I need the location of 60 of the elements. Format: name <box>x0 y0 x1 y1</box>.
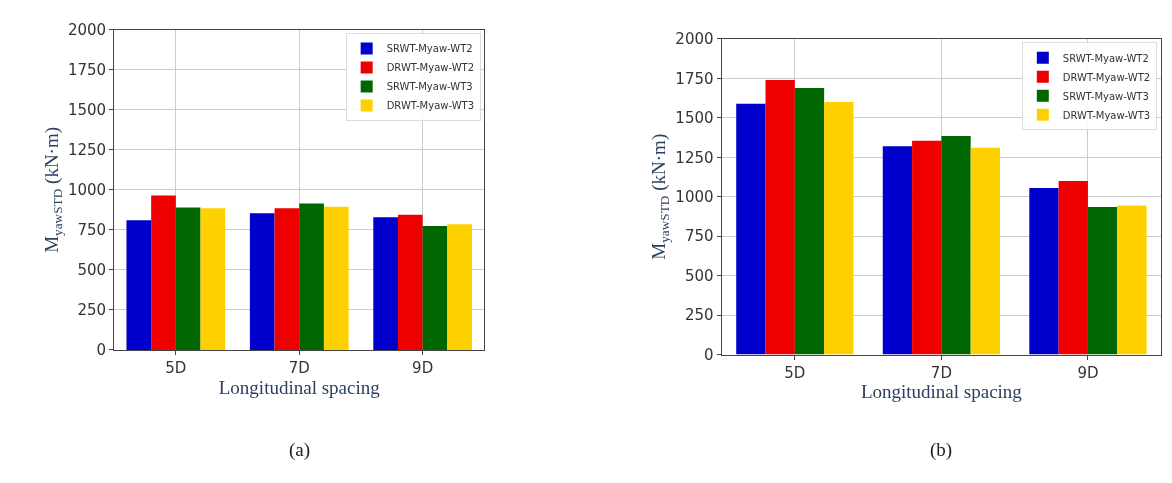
bar <box>447 224 473 350</box>
legend-label: SRWT-Myaw-WT3 <box>386 81 473 93</box>
bar <box>422 225 448 350</box>
bar <box>736 103 766 355</box>
legend-label: DRWT-Myaw-WT2 <box>386 62 475 74</box>
x-tick-label: 9D <box>1077 363 1099 382</box>
y-tick-label: 1500 <box>675 109 714 128</box>
x-tick-label: 7D <box>930 363 952 382</box>
bar <box>274 208 300 350</box>
bar <box>882 146 913 355</box>
bar <box>1029 188 1059 355</box>
bar <box>794 87 825 355</box>
bar <box>1117 205 1147 355</box>
bar <box>397 214 423 350</box>
bar <box>200 208 226 350</box>
bar <box>970 147 1000 355</box>
legend-label: SRWT-Myaw-WT2 <box>1062 52 1149 64</box>
y-tick-label: 500 <box>77 261 107 280</box>
text: (b) <box>930 439 953 461</box>
x-tick-label: 5D <box>165 358 187 377</box>
y-tick-label: 1750 <box>67 61 107 80</box>
text: (a) <box>289 439 311 461</box>
legend-label: DRWT-Myaw-WT2 <box>1062 71 1151 83</box>
y-tick-label: 1500 <box>67 101 107 120</box>
x-tick-label: 5D <box>784 363 806 382</box>
legend-label: SRWT-Myaw-WT3 <box>1062 90 1149 102</box>
bar <box>1087 206 1118 355</box>
bar <box>126 220 152 350</box>
legend-label: DRWT-Myaw-WT3 <box>386 100 475 112</box>
y-tick-label: 1250 <box>67 141 107 160</box>
x-tick-label: 9D <box>412 358 434 377</box>
bar <box>765 79 795 355</box>
x-tick-label: 7D <box>288 358 310 377</box>
y-tick-label: 1000 <box>675 187 714 206</box>
x-axis-title: Longitudinal spacing <box>218 376 381 398</box>
bar <box>249 213 275 350</box>
y-tick-label: 750 <box>684 227 714 246</box>
y-tick-label: 500 <box>684 266 714 285</box>
y-tick-label: 2000 <box>675 30 714 49</box>
y-tick-label: 750 <box>77 221 107 240</box>
y-tick-label: 1250 <box>675 148 714 167</box>
legend-label: SRWT-Myaw-WT2 <box>386 43 473 55</box>
bar <box>151 195 176 350</box>
y-tick-label: 250 <box>684 306 714 325</box>
x-axis-title: Longitudinal spacing <box>860 381 1023 403</box>
bar <box>175 207 201 350</box>
bar <box>912 140 942 355</box>
y-tick-label: 250 <box>77 301 107 320</box>
bar <box>1058 180 1088 355</box>
bar <box>299 203 324 350</box>
bar <box>373 217 398 350</box>
y-tick-label: 0 <box>96 341 107 360</box>
y-tick-label: 0 <box>704 345 714 364</box>
bar <box>941 136 971 355</box>
bar <box>824 102 854 355</box>
bar <box>323 206 349 350</box>
y-tick-label: 2000 <box>67 21 107 40</box>
y-tick-label: 1750 <box>675 69 714 88</box>
legend-label: DRWT-Myaw-WT3 <box>1062 109 1151 121</box>
y-tick-label: 1000 <box>67 181 107 200</box>
